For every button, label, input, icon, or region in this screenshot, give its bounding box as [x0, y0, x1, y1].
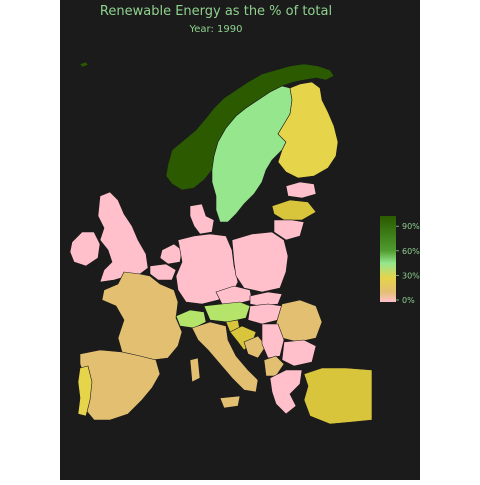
region-belgium: [149, 263, 177, 281]
region-estonia: [285, 181, 317, 199]
country-shapes: [69, 61, 373, 425]
legend-tick-label: 90%: [402, 222, 420, 231]
region-bulgaria: [281, 339, 317, 367]
region-serbia: [261, 323, 285, 359]
legend-tick-label: 0%: [402, 296, 415, 305]
region-latvia: [271, 199, 317, 221]
region-balkan-south: [263, 355, 285, 377]
region-austria: [203, 301, 251, 323]
region-switzerland: [175, 309, 207, 329]
chart-subtitle: Year: 1990: [189, 24, 243, 35]
region-portugal: [77, 365, 93, 417]
region-greece: [269, 369, 303, 415]
region-sicily: [219, 395, 241, 409]
region-finland: [277, 81, 339, 179]
region-iceland-fragment: [79, 61, 89, 68]
chart-title: Renewable Energy as the % of total: [100, 4, 332, 19]
region-denmark: [189, 203, 215, 235]
region-france: [101, 271, 183, 361]
region-norway: [165, 63, 335, 191]
region-slovakia: [249, 291, 283, 307]
region-romania: [275, 299, 323, 343]
legend-colorbar: [380, 216, 396, 302]
region-bosnia: [243, 335, 267, 359]
region-ireland: [69, 231, 101, 267]
legend-tick-label: 30%: [402, 271, 420, 280]
region-sardinia: [189, 357, 201, 383]
region-netherlands: [159, 243, 183, 265]
region-italy: [191, 321, 259, 393]
legend-ticks: 90% 60% 30% 0%: [396, 222, 420, 305]
region-poland: [231, 231, 289, 293]
legend: 90% 60% 30% 0%: [380, 216, 420, 305]
legend-tick-label: 60%: [402, 247, 420, 256]
region-turkey: [303, 367, 373, 425]
region-lithuania: [273, 219, 305, 241]
